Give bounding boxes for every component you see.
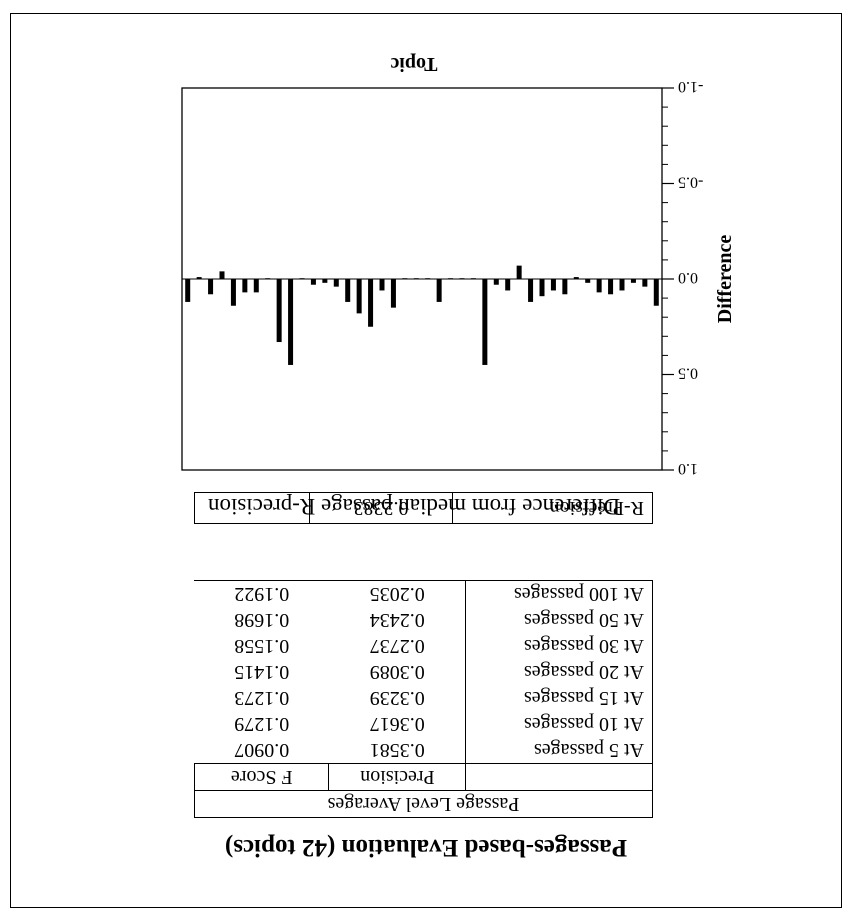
bar <box>436 279 442 302</box>
bar <box>539 279 545 297</box>
bar <box>390 279 396 308</box>
bar <box>368 279 374 327</box>
bar <box>493 279 499 285</box>
y-tick-label: -0.5 <box>678 174 703 191</box>
bar <box>562 279 568 295</box>
bar <box>253 279 259 293</box>
bar <box>379 279 385 291</box>
bar <box>185 279 191 302</box>
bar <box>230 279 236 306</box>
bar <box>528 279 534 302</box>
x-axis-label: Topic <box>390 53 437 75</box>
y-tick-label: 0.5 <box>678 365 698 382</box>
bar <box>196 277 202 279</box>
y-tick-label: -1.0 <box>678 78 703 95</box>
bar <box>356 279 362 314</box>
bar <box>505 279 511 291</box>
bar <box>219 271 225 279</box>
bar <box>333 279 339 287</box>
bar <box>208 279 214 295</box>
chart-title: Difference from median passage R-precisi… <box>207 494 620 519</box>
bar <box>642 279 648 287</box>
bar <box>550 279 556 291</box>
bar <box>608 279 614 295</box>
bar <box>619 279 625 291</box>
document-frame: Passages-based Evaluation (42 topics) Pa… <box>10 13 842 908</box>
y-tick-label: 1.0 <box>678 460 698 477</box>
difference-chart: Difference from median passage R-precisi… <box>181 53 736 519</box>
bar <box>653 279 659 306</box>
bar <box>242 279 248 293</box>
y-axis-label: Difference <box>714 235 736 324</box>
bar <box>288 279 294 365</box>
bar <box>596 279 602 293</box>
bar <box>276 279 282 343</box>
y-tick-label: 0.0 <box>678 269 698 286</box>
bar <box>310 279 316 285</box>
bar <box>573 277 579 279</box>
bar <box>482 279 488 365</box>
bar <box>585 279 591 283</box>
bar <box>345 279 351 302</box>
bar <box>630 279 636 283</box>
chart-layer: Difference from median passage R-precisi… <box>181 53 736 519</box>
bar <box>322 279 328 283</box>
bar <box>516 265 522 279</box>
